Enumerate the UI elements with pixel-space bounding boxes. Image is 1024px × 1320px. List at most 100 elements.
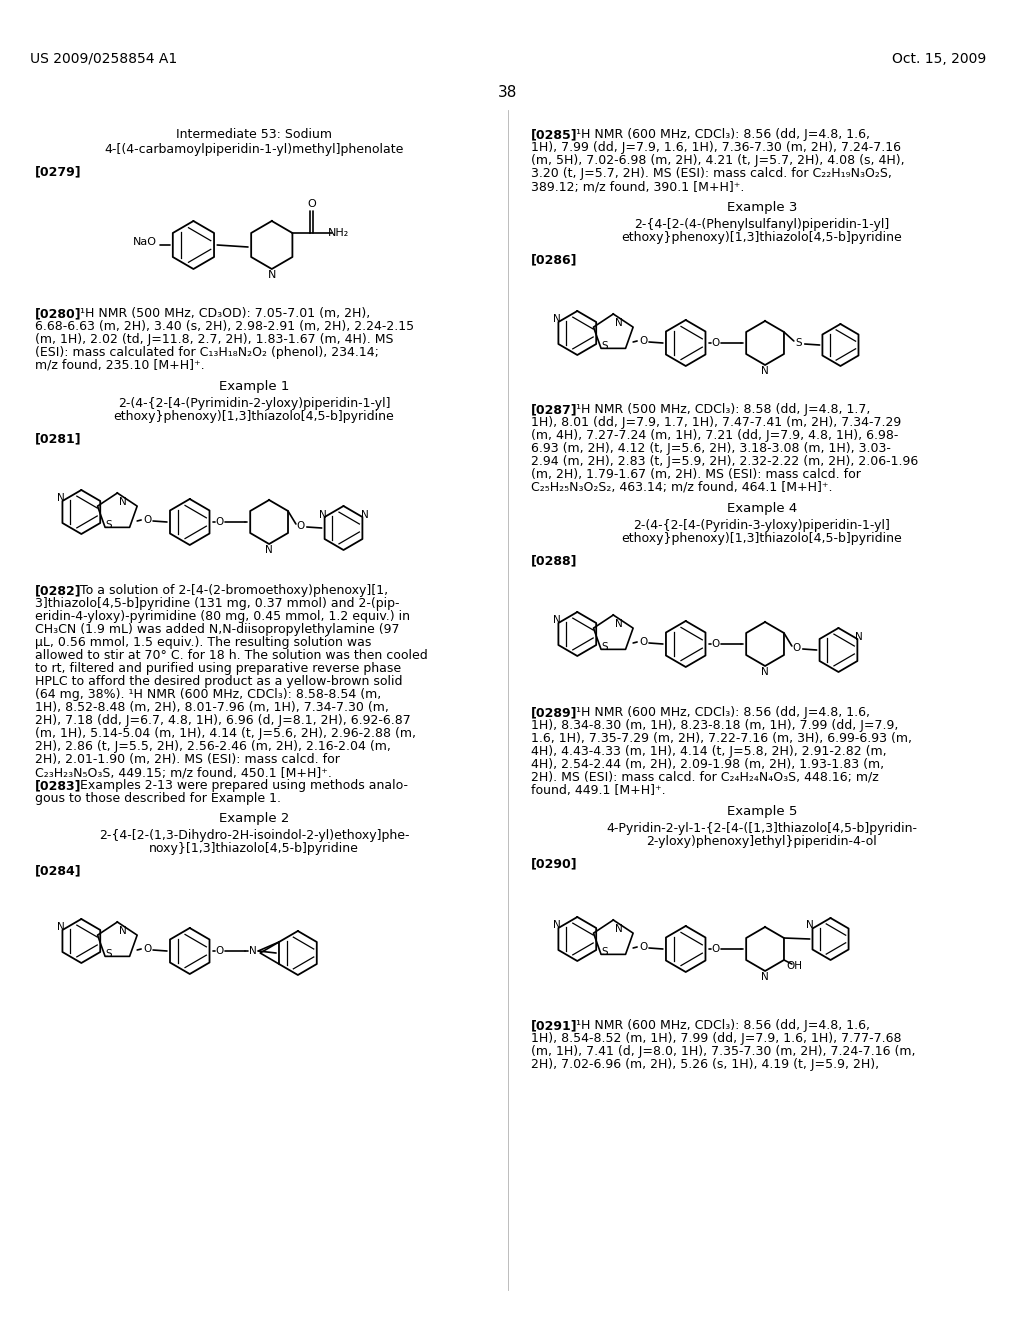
Text: 4H), 2.54-2.44 (m, 2H), 2.09-1.98 (m, 2H), 1.93-1.83 (m,: 4H), 2.54-2.44 (m, 2H), 2.09-1.98 (m, 2H… (530, 758, 884, 771)
Text: ethoxy}phenoxy)[1,3]thiazolo[4,5-b]pyridine: ethoxy}phenoxy)[1,3]thiazolo[4,5-b]pyrid… (114, 411, 394, 422)
Text: Intermediate 53: Sodium: Intermediate 53: Sodium (176, 128, 332, 141)
Text: 2H), 7.18 (dd, J=6.7, 4.8, 1H), 6.96 (d, J=8.1, 2H), 6.92-6.87: 2H), 7.18 (dd, J=6.7, 4.8, 1H), 6.96 (d,… (35, 714, 411, 727)
Text: Examples 2-13 were prepared using methods analo-: Examples 2-13 were prepared using method… (80, 779, 409, 792)
Text: N: N (553, 615, 560, 624)
Text: O: O (712, 338, 720, 348)
Text: S: S (601, 642, 607, 652)
Text: O: O (215, 517, 223, 527)
Text: C₂₃H₂₃N₅O₃S, 449.15; m/z found, 450.1 [M+H]⁺.: C₂₃H₂₃N₅O₃S, 449.15; m/z found, 450.1 [M… (35, 766, 332, 779)
Text: [0289]: [0289] (530, 706, 578, 719)
Text: [0286]: [0286] (530, 253, 578, 267)
Text: N: N (615, 318, 624, 327)
Text: N: N (615, 924, 624, 935)
Text: 38: 38 (498, 84, 517, 100)
Text: 1H), 7.99 (dd, J=7.9, 1.6, 1H), 7.36-7.30 (m, 2H), 7.24-7.16: 1H), 7.99 (dd, J=7.9, 1.6, 1H), 7.36-7.3… (530, 141, 901, 154)
Text: 4H), 4.43-4.33 (m, 1H), 4.14 (t, J=5.8, 2H), 2.91-2.82 (m,: 4H), 4.43-4.33 (m, 1H), 4.14 (t, J=5.8, … (530, 744, 887, 758)
Text: O: O (712, 639, 720, 649)
Text: 3]thiazolo[4,5-b]pyridine (131 mg, 0.37 mmol) and 2-(pip-: 3]thiazolo[4,5-b]pyridine (131 mg, 0.37 … (35, 597, 399, 610)
Text: NaO: NaO (133, 238, 157, 247)
Text: N: N (318, 510, 327, 520)
Text: N: N (120, 927, 127, 936)
Text: O: O (639, 337, 647, 346)
Text: 2H), 7.02-6.96 (m, 2H), 5.26 (s, 1H), 4.19 (t, J=5.9, 2H),: 2H), 7.02-6.96 (m, 2H), 5.26 (s, 1H), 4.… (530, 1059, 879, 1071)
Text: C₂₅H₂₅N₃O₂S₂, 463.14; m/z found, 464.1 [M+H]⁺.: C₂₅H₂₅N₃O₂S₂, 463.14; m/z found, 464.1 [… (530, 480, 833, 494)
Text: N: N (553, 314, 560, 323)
Text: O: O (297, 521, 305, 531)
Text: gous to those described for Example 1.: gous to those described for Example 1. (35, 792, 281, 805)
Text: Example 3: Example 3 (727, 201, 797, 214)
Text: [0291]: [0291] (530, 1019, 578, 1032)
Text: N: N (761, 366, 769, 376)
Text: to rt, filtered and purified using preparative reverse phase: to rt, filtered and purified using prepa… (35, 663, 400, 675)
Text: N: N (553, 920, 560, 931)
Text: N: N (265, 545, 273, 554)
Text: 1H), 8.52-8.48 (m, 2H), 8.01-7.96 (m, 1H), 7.34-7.30 (m,: 1H), 8.52-8.48 (m, 2H), 8.01-7.96 (m, 1H… (35, 701, 388, 714)
Text: ethoxy}phenoxy)[1,3]thiazolo[4,5-b]pyridine: ethoxy}phenoxy)[1,3]thiazolo[4,5-b]pyrid… (622, 231, 902, 244)
Text: Example 1: Example 1 (219, 380, 289, 393)
Text: 3.20 (t, J=5.7, 2H). MS (ESI): mass calcd. for C₂₂H₁₉N₃O₂S,: 3.20 (t, J=5.7, 2H). MS (ESI): mass calc… (530, 168, 892, 180)
Text: N: N (120, 498, 127, 507)
Text: [0288]: [0288] (530, 554, 578, 568)
Text: ¹H NMR (500 MHz, CD₃OD): 7.05-7.01 (m, 2H),: ¹H NMR (500 MHz, CD₃OD): 7.05-7.01 (m, 2… (80, 308, 371, 319)
Text: N: N (360, 510, 369, 520)
Text: N: N (267, 271, 276, 280)
Text: N: N (761, 972, 769, 982)
Text: 2H). MS (ESI): mass calcd. for C₂₄H₂₄N₄O₃S, 448.16; m/z: 2H). MS (ESI): mass calcd. for C₂₄H₂₄N₄O… (530, 771, 879, 784)
Text: 4-[(4-carbamoylpiperidin-1-yl)methyl]phenolate: 4-[(4-carbamoylpiperidin-1-yl)methyl]phe… (104, 143, 403, 156)
Text: (64 mg, 38%). ¹H NMR (600 MHz, CDCl₃): 8.58-8.54 (m,: (64 mg, 38%). ¹H NMR (600 MHz, CDCl₃): 8… (35, 688, 381, 701)
Text: N: N (615, 619, 624, 630)
Text: Example 5: Example 5 (727, 805, 797, 818)
Text: 2.94 (m, 2H), 2.83 (t, J=5.9, 2H), 2.32-2.22 (m, 2H), 2.06-1.96: 2.94 (m, 2H), 2.83 (t, J=5.9, 2H), 2.32-… (530, 455, 918, 469)
Text: N: N (250, 946, 257, 956)
Text: S: S (105, 520, 112, 531)
Text: (m, 1H), 5.14-5.04 (m, 1H), 4.14 (t, J=5.6, 2H), 2.96-2.88 (m,: (m, 1H), 5.14-5.04 (m, 1H), 4.14 (t, J=5… (35, 727, 416, 741)
Text: [0285]: [0285] (530, 128, 578, 141)
Text: OH: OH (785, 961, 802, 972)
Text: O: O (143, 515, 152, 525)
Text: CH₃CN (1.9 mL) was added N,N-diisopropylethylamine (97: CH₃CN (1.9 mL) was added N,N-diisopropyl… (35, 623, 399, 636)
Text: 2H), 2.86 (t, J=5.5, 2H), 2.56-2.46 (m, 2H), 2.16-2.04 (m,: 2H), 2.86 (t, J=5.5, 2H), 2.56-2.46 (m, … (35, 741, 390, 752)
Text: ¹H NMR (600 MHz, CDCl₃): 8.56 (dd, J=4.8, 1.6,: ¹H NMR (600 MHz, CDCl₃): 8.56 (dd, J=4.8… (577, 706, 870, 719)
Text: 4-Pyridin-2-yl-1-{2-[4-([1,3]thiazolo[4,5-b]pyridin-: 4-Pyridin-2-yl-1-{2-[4-([1,3]thiazolo[4,… (606, 822, 918, 836)
Text: ¹H NMR (600 MHz, CDCl₃): 8.56 (dd, J=4.8, 1.6,: ¹H NMR (600 MHz, CDCl₃): 8.56 (dd, J=4.8… (577, 128, 870, 141)
Text: m/z found, 235.10 [M+H]⁺.: m/z found, 235.10 [M+H]⁺. (35, 359, 205, 372)
Text: ¹H NMR (500 MHz, CDCl₃): 8.58 (dd, J=4.8, 1.7,: ¹H NMR (500 MHz, CDCl₃): 8.58 (dd, J=4.8… (577, 403, 870, 416)
Text: S: S (105, 949, 112, 960)
Text: [0290]: [0290] (530, 857, 578, 870)
Text: O: O (307, 199, 315, 209)
Text: HPLC to afford the desired product as a yellow-brown solid: HPLC to afford the desired product as a … (35, 675, 402, 688)
Text: [0287]: [0287] (530, 403, 578, 416)
Text: 2-(4-{2-[4-(Pyrimidin-2-yloxy)piperidin-1-yl]: 2-(4-{2-[4-(Pyrimidin-2-yloxy)piperidin-… (118, 397, 390, 411)
Text: O: O (712, 944, 720, 954)
Text: N: N (761, 667, 769, 677)
Text: N: N (56, 492, 65, 503)
Text: 2-(4-{2-[4-(Pyridin-3-yloxy)piperidin-1-yl]: 2-(4-{2-[4-(Pyridin-3-yloxy)piperidin-1-… (634, 519, 890, 532)
Text: N: N (806, 920, 813, 931)
Text: O: O (793, 643, 801, 653)
Text: [0280]: [0280] (35, 308, 81, 319)
Text: O: O (639, 638, 647, 647)
Text: 2-{4-[2-(4-(Phenylsulfanyl)piperidin-1-yl]: 2-{4-[2-(4-(Phenylsulfanyl)piperidin-1-y… (634, 218, 890, 231)
Text: Oct. 15, 2009: Oct. 15, 2009 (892, 51, 986, 66)
Text: 2H), 2.01-1.90 (m, 2H). MS (ESI): mass calcd. for: 2H), 2.01-1.90 (m, 2H). MS (ESI): mass c… (35, 752, 340, 766)
Text: 2-yloxy)phenoxy]ethyl}piperidin-4-ol: 2-yloxy)phenoxy]ethyl}piperidin-4-ol (646, 836, 878, 847)
Text: US 2009/0258854 A1: US 2009/0258854 A1 (30, 51, 177, 66)
Text: [0281]: [0281] (35, 432, 81, 445)
Text: S: S (601, 946, 607, 957)
Text: NH₂: NH₂ (328, 228, 349, 238)
Text: O: O (143, 944, 152, 954)
Text: [0283]: [0283] (35, 779, 81, 792)
Text: 389.12; m/z found, 390.1 [M+H]⁺.: 389.12; m/z found, 390.1 [M+H]⁺. (530, 180, 744, 193)
Text: 1H), 8.54-8.52 (m, 1H), 7.99 (dd, J=7.9, 1.6, 1H), 7.77-7.68: 1H), 8.54-8.52 (m, 1H), 7.99 (dd, J=7.9,… (530, 1032, 901, 1045)
Text: 1H), 8.34-8.30 (m, 1H), 8.23-8.18 (m, 1H), 7.99 (dd, J=7.9,: 1H), 8.34-8.30 (m, 1H), 8.23-8.18 (m, 1H… (530, 719, 898, 733)
Text: Example 4: Example 4 (727, 502, 797, 515)
Text: ethoxy}phenoxy)[1,3]thiazolo[4,5-b]pyridine: ethoxy}phenoxy)[1,3]thiazolo[4,5-b]pyrid… (622, 532, 902, 545)
Text: O: O (215, 946, 223, 956)
Text: Example 2: Example 2 (219, 812, 289, 825)
Text: noxy}[1,3]thiazolo[4,5-b]pyridine: noxy}[1,3]thiazolo[4,5-b]pyridine (150, 842, 358, 855)
Text: 6.93 (m, 2H), 4.12 (t, J=5.6, 2H), 3.18-3.08 (m, 1H), 3.03-: 6.93 (m, 2H), 4.12 (t, J=5.6, 2H), 3.18-… (530, 442, 891, 455)
Text: found, 449.1 [M+H]⁺.: found, 449.1 [M+H]⁺. (530, 784, 666, 797)
Text: (ESI): mass calculated for C₁₃H₁₈N₂O₂ (phenol), 234.14;: (ESI): mass calculated for C₁₃H₁₈N₂O₂ (p… (35, 346, 379, 359)
Text: (m, 4H), 7.27-7.24 (m, 1H), 7.21 (dd, J=7.9, 4.8, 1H), 6.98-: (m, 4H), 7.27-7.24 (m, 1H), 7.21 (dd, J=… (530, 429, 898, 442)
Text: N: N (56, 921, 65, 932)
